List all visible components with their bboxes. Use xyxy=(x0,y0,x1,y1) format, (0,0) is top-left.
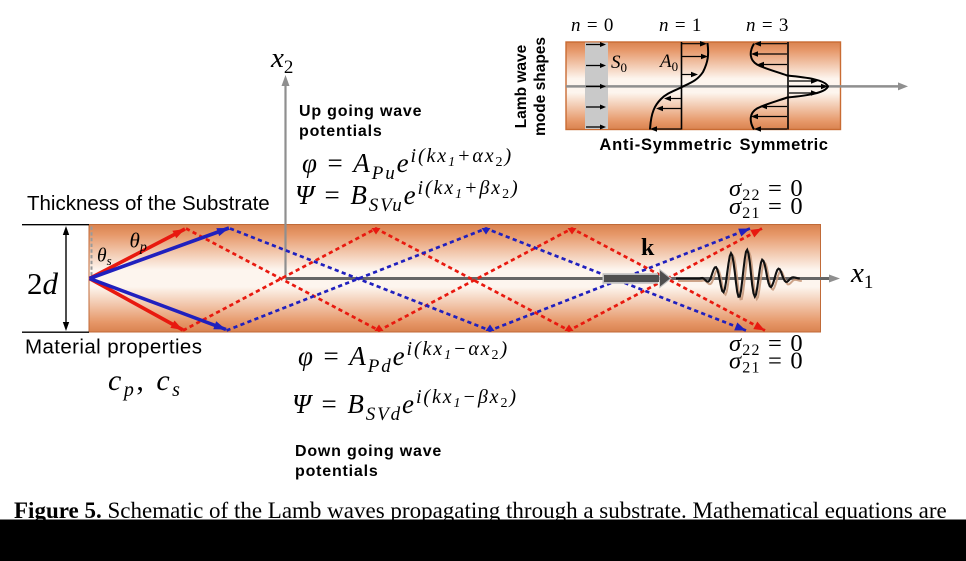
svg-text:x2: x2 xyxy=(270,42,293,78)
svg-text:Ψ = BSVdei(kx1−βx2): Ψ = BSVdei(kx1−βx2) xyxy=(292,386,518,425)
svg-text:Up going wave: Up going wave xyxy=(299,103,422,120)
svg-text:Material properties: Material properties xyxy=(25,336,202,359)
svg-text:mode shapes: mode shapes xyxy=(532,37,549,136)
svg-text:σ21 = 0: σ21 = 0 xyxy=(729,193,804,222)
svg-text:x1: x1 xyxy=(850,257,873,293)
svg-text:Ψ = BSVuei(kx1+βx2): Ψ = BSVuei(kx1+βx2) xyxy=(295,177,520,216)
svg-text:σ21 = 0: σ21 = 0 xyxy=(729,348,804,377)
svg-text:n = 0: n = 0 xyxy=(571,15,614,36)
svg-text:2d: 2d xyxy=(27,266,59,301)
svg-text:Thickness of the Substrate: Thickness of the Substrate xyxy=(27,192,270,215)
svg-text:k: k xyxy=(641,235,655,261)
svg-text:n = 3: n = 3 xyxy=(746,15,789,36)
svg-text:σ22 = 0: σ22 = 0 xyxy=(729,330,804,359)
svg-text:Anti-Symmetric: Anti-Symmetric xyxy=(599,136,732,154)
svg-text:σ22 = 0: σ22 = 0 xyxy=(729,175,804,204)
svg-text:potentials: potentials xyxy=(299,123,383,140)
svg-text:Symmetric: Symmetric xyxy=(740,136,829,154)
svg-text:Figure 5. Schematic of the Lam: Figure 5. Schematic of the Lamb waves pr… xyxy=(14,498,947,523)
svg-text:potentials: potentials xyxy=(295,463,379,480)
svg-text:n = 1: n = 1 xyxy=(659,15,702,36)
svg-text:Down going wave: Down going wave xyxy=(295,443,442,460)
svg-text:Lamb wave: Lamb wave xyxy=(513,44,530,128)
svg-text:cp, cs: cp, cs xyxy=(108,364,182,401)
svg-text:φ = APdei(kx1−αx2): φ = APdei(kx1−αx2) xyxy=(298,338,509,377)
